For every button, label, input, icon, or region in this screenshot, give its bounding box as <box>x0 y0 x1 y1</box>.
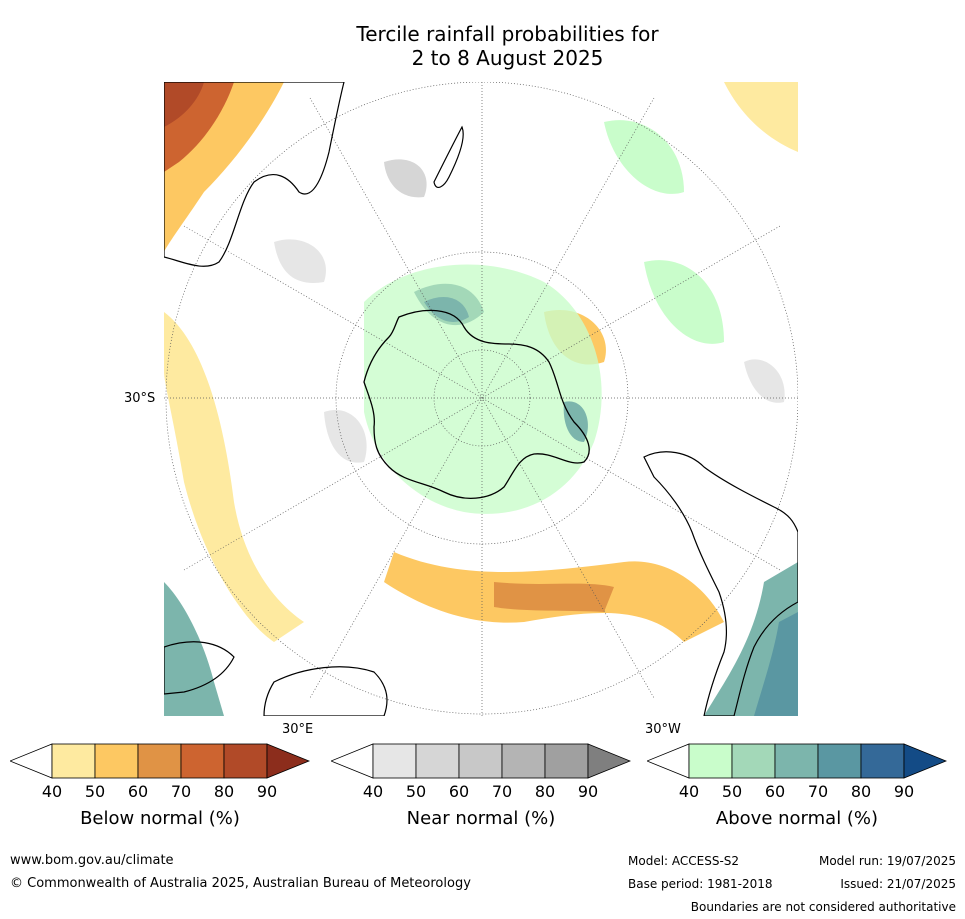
near-normal-patch-2 <box>324 410 367 463</box>
colorbar-above-svg <box>645 743 948 779</box>
tick-label: 90 <box>256 782 278 801</box>
above-normal-scatter-ne <box>604 120 684 194</box>
footer-website: www.bom.gov.au/climate <box>10 853 174 868</box>
colorbar-above-title: Above normal (%) <box>715 808 879 829</box>
polar-map <box>164 82 798 716</box>
title-line-1: Tercile rainfall probabilities for <box>356 22 659 46</box>
above-normal-ring <box>364 264 602 514</box>
colorbar-near-svg <box>329 743 632 779</box>
footer-disclaimer: Boundaries are not considered authoritat… <box>690 900 956 914</box>
tick-label: 70 <box>807 782 829 801</box>
lon-label-30e: 30°E <box>282 722 314 737</box>
graticule <box>164 82 798 716</box>
colorbar-below-svg <box>8 743 311 779</box>
near-normal-patch-1 <box>274 239 326 283</box>
tick-label: 80 <box>534 782 556 801</box>
below-normal-region-ne <box>724 82 798 152</box>
near-normal-patch-4 <box>384 159 427 198</box>
antarctica-coastline <box>363 309 590 499</box>
tick-label: 90 <box>893 782 915 801</box>
footer-issued: Issued: 21/07/2025 <box>840 877 956 891</box>
footer-copyright: © Commonwealth of Australia 2025, Austra… <box>10 876 471 891</box>
footer-model-run: Model run: 19/07/2025 <box>818 854 956 868</box>
tick-label: 60 <box>448 782 470 801</box>
lon-label-30w: 30°W <box>645 722 681 737</box>
lat-label-30s: 30°S <box>124 391 156 406</box>
above-normal-patch-north-strong <box>424 297 469 322</box>
tick-label: 60 <box>764 782 786 801</box>
colorbar-below-title: Below normal (%) <box>80 808 240 829</box>
footer-model: Model: ACCESS-S2 <box>628 854 740 868</box>
tick-label: 90 <box>577 782 599 801</box>
near-normal-patch-3 <box>744 359 785 403</box>
tick-label: 50 <box>721 782 743 801</box>
below-normal-extreme-nw <box>164 82 204 127</box>
australia-coastline <box>164 82 345 267</box>
colorbar-near-normal <box>329 743 632 783</box>
map-svg <box>164 82 798 716</box>
colorbar-above-normal <box>645 743 948 783</box>
new-zealand-coastline <box>433 125 464 189</box>
below-normal-patch-south <box>494 582 614 612</box>
tick-label: 80 <box>213 782 235 801</box>
colorbar-near-title: Near normal (%) <box>406 808 556 829</box>
colorbar-below-normal <box>8 743 311 783</box>
tick-label: 50 <box>405 782 427 801</box>
title-line-2: 2 to 8 August 2025 <box>411 46 604 70</box>
tick-label: 60 <box>127 782 149 801</box>
tick-label: 40 <box>41 782 63 801</box>
tick-label: 40 <box>362 782 384 801</box>
tick-label: 70 <box>170 782 192 801</box>
tick-label: 40 <box>678 782 700 801</box>
africa-coastline <box>164 641 388 716</box>
below-normal-band-west <box>164 312 304 642</box>
tick-label: 50 <box>84 782 106 801</box>
tick-label: 70 <box>491 782 513 801</box>
south-america-coastline <box>643 451 798 716</box>
footer-base-period: Base period: 1981-2018 <box>628 877 773 891</box>
above-normal-scatter-e <box>644 260 724 344</box>
map-title: Tercile rainfall probabilities for 2 to … <box>0 22 965 70</box>
above-normal-region-se-strong <box>754 612 798 716</box>
tick-label: 80 <box>850 782 872 801</box>
